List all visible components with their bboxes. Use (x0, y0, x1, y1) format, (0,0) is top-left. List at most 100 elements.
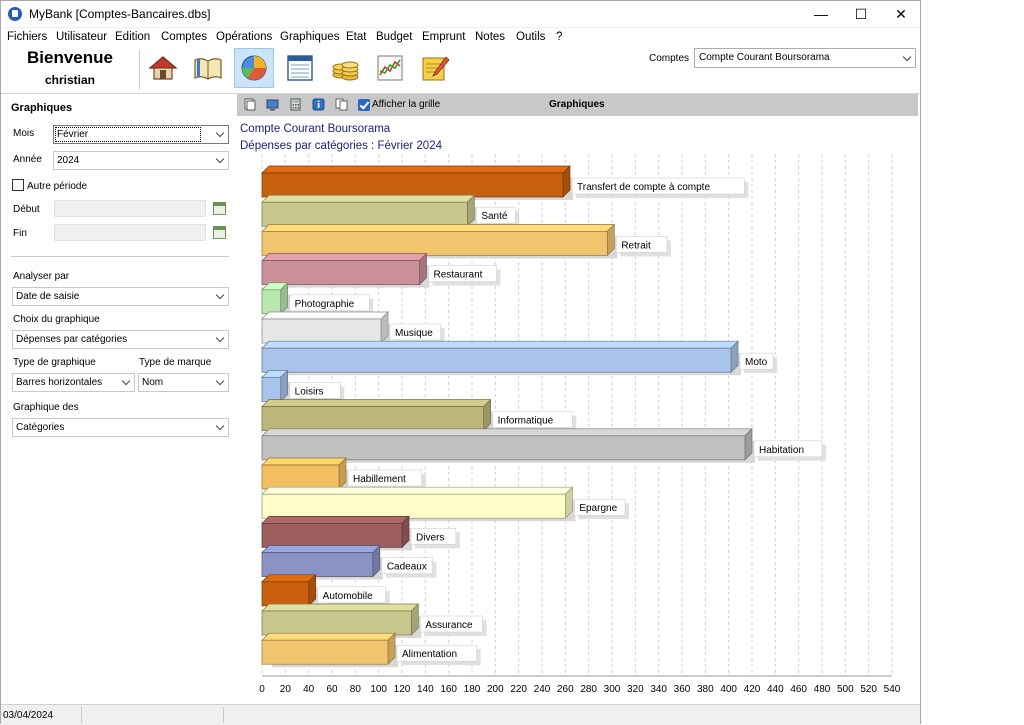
menu-etat[interactable]: Etat (346, 31, 367, 43)
year-dropdown[interactable]: 2024 (53, 151, 229, 170)
bar (261, 581, 310, 607)
bar-top-face (261, 311, 389, 320)
menu-notes[interactable]: Notes (475, 31, 506, 43)
year-value: 2024 (57, 155, 80, 166)
coins-icon (332, 61, 359, 81)
close-button[interactable]: ✕ (895, 6, 907, 22)
bar-top-face (261, 545, 381, 553)
book-button[interactable] (188, 48, 228, 88)
status-date: 03/04/2024 (3, 710, 54, 721)
bar-label-box (317, 586, 386, 604)
x-tick-label: 280 (580, 684, 597, 695)
month-dropdown[interactable]: Février (53, 125, 229, 144)
bar-top-face (261, 574, 317, 583)
user-name: christian (44, 73, 95, 87)
left-panel: Graphiques Mois Février Année 2024 Autre… (1, 94, 237, 704)
x-tick-label: 440 (767, 684, 784, 695)
bar-label-box (347, 469, 423, 487)
maximize-button[interactable]: ☐ (854, 6, 868, 22)
charts-button[interactable] (234, 48, 274, 88)
bar-label-box (289, 382, 341, 399)
other-period-checkbox[interactable] (12, 179, 24, 191)
bar-label: Informatique (498, 416, 554, 427)
menu-edition[interactable]: Edition (115, 31, 151, 43)
menu-budget[interactable]: Budget (376, 31, 413, 43)
bar-label: Assurance (425, 620, 473, 631)
info-icon[interactable] (312, 98, 325, 111)
month-value: Février (57, 129, 89, 140)
bar (261, 639, 389, 665)
calendar-icon[interactable] (213, 226, 226, 239)
analyze-dropdown[interactable]: Date de saisie (12, 287, 229, 306)
notes-button[interactable] (415, 48, 455, 88)
year-label: Année (13, 154, 42, 165)
menu-outils[interactable]: Outils (516, 31, 546, 43)
x-tick-label: 40 (303, 684, 315, 695)
bar-label-box (381, 557, 433, 574)
chart-of-value: Catégories (16, 422, 65, 433)
bar-label-box (410, 528, 457, 545)
x-tick-label: 80 (350, 684, 362, 695)
chart-choice-label: Choix du graphique (13, 314, 100, 325)
calculator-icon[interactable] (289, 98, 302, 111)
menu-emprunt[interactable]: Emprunt (422, 31, 466, 43)
minimize-button[interactable]: — (814, 6, 828, 22)
chevron-down-icon (215, 128, 225, 138)
bar-label-box (739, 352, 774, 370)
menu-operations[interactable]: Opérations (216, 31, 273, 43)
copy-icon[interactable] (243, 98, 256, 111)
calendar-icon[interactable] (213, 202, 226, 215)
notepad-icon (422, 56, 450, 81)
chart-subtitle: Dépenses par catégories : Février 2024 (240, 140, 442, 152)
menu-utilisateur[interactable]: Utilisateur (56, 31, 108, 43)
chart-choice-dropdown[interactable]: Dépenses par catégories (12, 330, 229, 349)
line-chart-button[interactable] (370, 48, 410, 88)
x-tick-label: 260 (557, 684, 574, 695)
bar-top-face (261, 516, 410, 524)
divider (11, 256, 229, 257)
show-grid-checkbox[interactable] (358, 99, 370, 111)
monitor-icon[interactable] (266, 98, 279, 111)
menu-fichiers[interactable]: Fichiers (7, 31, 48, 43)
chart-of-dropdown[interactable]: Catégories (12, 418, 229, 437)
bar (261, 260, 420, 285)
x-tick-label: 120 (394, 684, 411, 695)
x-tick-label: 420 (744, 684, 761, 695)
chart-of-label: Graphique des (13, 402, 79, 413)
pages-icon[interactable] (335, 98, 348, 111)
chart-area: 0 20 40 60 80 100 120 140 160 180 200 220 240 260 280 3… (237, 94, 920, 704)
bar (261, 552, 374, 577)
bar-label: Habitation (759, 445, 804, 456)
menu-graphiques[interactable]: Graphiques (280, 31, 340, 43)
coins-button[interactable] (325, 48, 365, 88)
bar-label-box (753, 440, 823, 458)
marker-type-label: Type de marque (139, 357, 212, 368)
accounts-dropdown[interactable]: Compte Courant Boursorama (694, 48, 916, 68)
chart-type-dropdown[interactable]: Barres horizontales (12, 373, 135, 392)
bar (261, 231, 608, 256)
bank-app-icon (8, 7, 22, 21)
bar-top-face (261, 603, 420, 612)
home-icon (148, 56, 178, 80)
show-grid-label: Afficher la grille (372, 99, 441, 110)
x-tick-label: 480 (814, 684, 831, 695)
x-tick-label: 300 (604, 684, 621, 695)
chevron-down-icon (215, 333, 225, 343)
menu-bar: Fichiers Utilisateur Edition Comptes Opé… (1, 28, 920, 46)
bar-top-face (261, 457, 347, 466)
marker-type-dropdown[interactable]: Nom (138, 373, 229, 392)
menu-comptes[interactable]: Comptes (161, 31, 208, 43)
main-toolbar: Bienvenue christian (1, 46, 920, 94)
end-date-field[interactable] (54, 224, 206, 241)
chevron-down-icon (215, 154, 225, 164)
panel-title: Graphiques (11, 102, 73, 114)
ledger-button[interactable] (280, 48, 320, 88)
menu-help[interactable]: ? (556, 31, 563, 43)
home-button[interactable] (143, 48, 183, 88)
bar-label: Loisirs (295, 386, 324, 397)
bar-label-box (396, 644, 477, 662)
start-date-field[interactable] (54, 200, 206, 217)
bar-label: Automobile (323, 591, 373, 602)
chart-panel-title: Graphiques (549, 99, 605, 110)
status-bar: 03/04/2024 (1, 704, 920, 725)
